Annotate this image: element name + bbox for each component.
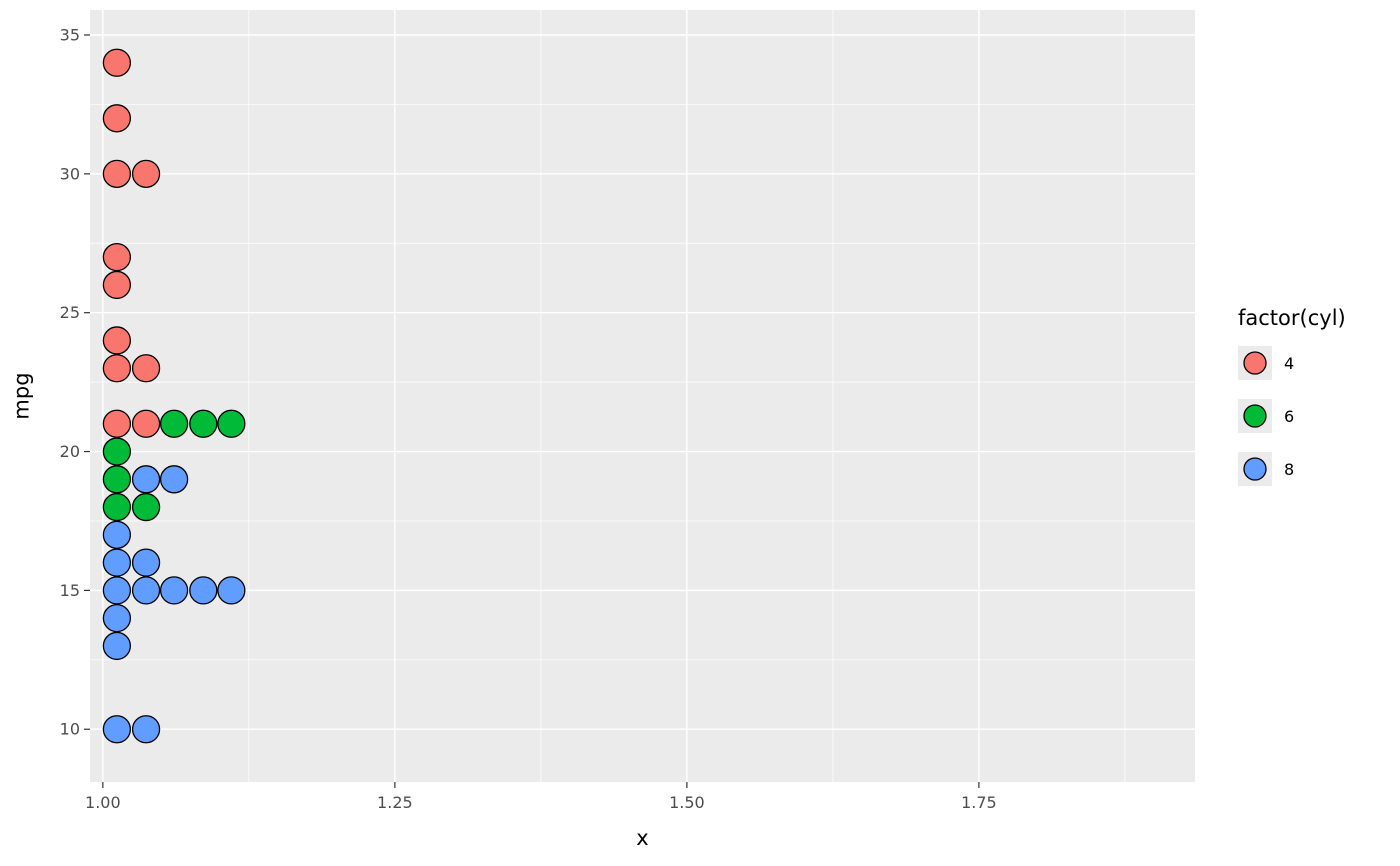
data-point-cyl-4 [102,270,132,300]
x-tick-label: 1.75 [961,793,997,812]
data-point-cyl-4 [102,243,132,272]
y-tick-label: 25 [60,303,80,322]
data-point-cyl-4 [102,48,132,77]
data-point-cyl-6 [189,409,218,438]
legend-items: 4 6 8 [1238,346,1346,486]
legend-label-8: 8 [1284,459,1295,479]
data-point-cyl-8 [131,715,161,744]
data-point-cyl-6 [102,465,132,494]
y-tick-label: 15 [60,581,80,600]
x-tick-label: 1.00 [85,793,121,812]
y-tick-label: 20 [60,442,80,461]
x-axis-title: x [636,826,649,850]
data-point-cyl-6 [102,437,132,466]
legend: factor(cyl) 4 6 8 [1238,306,1346,505]
data-point-cyl-4 [102,159,132,188]
data-point-cyl-6 [217,409,246,438]
legend-item-6: 6 [1238,399,1346,433]
data-point-cyl-8 [102,576,132,605]
legend-key-swatch-6 [1238,399,1272,433]
data-point-cyl-4 [131,159,161,188]
y-axis-title: mpg [9,372,34,420]
legend-point-icon [1243,404,1267,428]
data-point-cyl-4 [102,104,132,133]
legend-point-icon [1243,351,1267,375]
y-tick-label: 10 [60,720,80,739]
legend-item-4: 4 [1238,346,1346,380]
data-point-cyl-4 [131,354,161,383]
data-point-cyl-8 [131,576,161,605]
y-tick-label: 35 [60,25,80,44]
data-point-cyl-8 [131,548,161,577]
data-point-cyl-6 [131,492,161,522]
x-tick-label: 1.25 [377,793,413,812]
data-point-cyl-8 [217,576,246,605]
data-point-cyl-4 [131,409,161,438]
legend-title: factor(cyl) [1238,306,1346,330]
data-point-cyl-8 [102,604,132,633]
data-point-cyl-6 [159,409,189,438]
x-tick-label: 1.50 [669,793,705,812]
data-point-cyl-8 [159,576,189,605]
legend-key-swatch-4 [1238,346,1272,380]
y-tick-label: 30 [60,164,80,183]
legend-label-4: 4 [1284,353,1295,373]
data-point-cyl-8 [131,465,161,494]
legend-point-icon [1243,457,1267,481]
data-point-cyl-8 [102,520,132,549]
data-point-cyl-8 [102,631,132,661]
data-point-cyl-8 [102,548,132,577]
data-point-cyl-8 [102,715,132,744]
data-point-cyl-4 [102,409,132,438]
legend-item-8: 8 [1238,452,1346,486]
data-point-cyl-4 [102,326,132,355]
data-point-cyl-4 [102,354,132,383]
legend-key-swatch-8 [1238,452,1272,486]
data-point-cyl-8 [159,465,189,494]
data-point-cyl-6 [102,492,132,522]
legend-label-6: 6 [1284,406,1295,426]
plot-panel [90,10,1195,782]
data-point-cyl-8 [189,576,218,605]
